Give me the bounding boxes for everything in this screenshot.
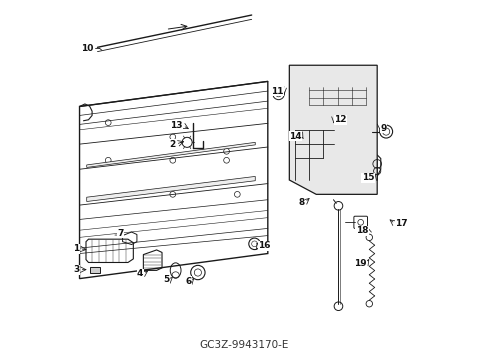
Text: GC3Z-9943170-E: GC3Z-9943170-E <box>200 340 288 350</box>
Text: 14: 14 <box>289 132 301 141</box>
Text: 11: 11 <box>271 86 284 95</box>
Polygon shape <box>86 142 255 167</box>
Text: 4: 4 <box>137 269 143 278</box>
Text: 6: 6 <box>185 276 191 285</box>
Polygon shape <box>289 65 376 194</box>
Text: 3: 3 <box>73 265 80 274</box>
Text: 10: 10 <box>81 44 93 53</box>
Text: 5: 5 <box>163 275 169 284</box>
Text: 13: 13 <box>170 121 183 130</box>
Text: 18: 18 <box>355 226 367 235</box>
Polygon shape <box>86 176 255 202</box>
Text: 8: 8 <box>298 198 304 207</box>
Text: 9: 9 <box>379 123 386 132</box>
Text: 2: 2 <box>169 140 175 149</box>
Text: 7: 7 <box>117 229 123 238</box>
Text: 1: 1 <box>73 244 80 253</box>
Text: 12: 12 <box>333 115 346 124</box>
Text: 16: 16 <box>258 242 270 251</box>
Text: 17: 17 <box>394 219 407 228</box>
Text: 19: 19 <box>353 259 366 268</box>
Text: 15: 15 <box>361 174 373 183</box>
